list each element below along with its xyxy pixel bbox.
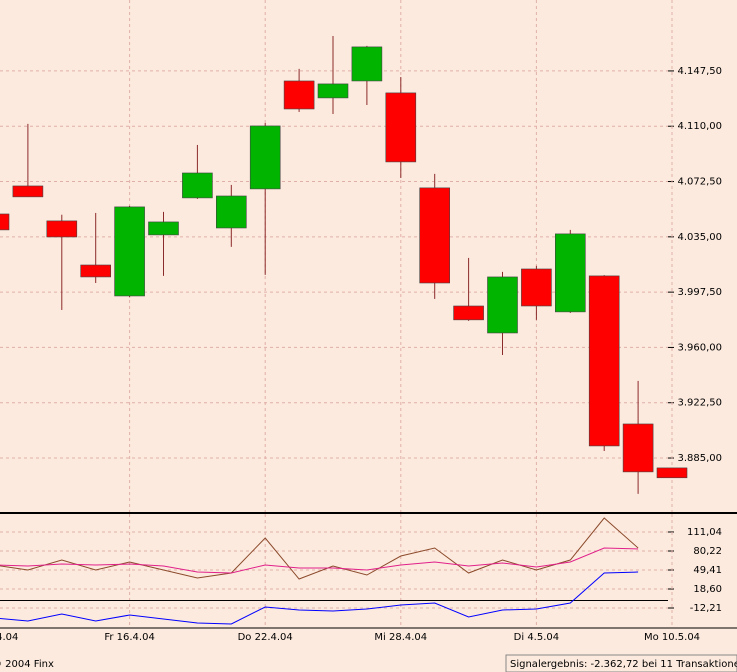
x-tick-label: Do 8.4.04 <box>0 632 18 643</box>
candle-body <box>80 264 111 278</box>
y-tick-label: 4.072,50 <box>677 177 722 188</box>
candle-body <box>0 213 10 231</box>
y-tick-label: 4.035,00 <box>677 232 722 243</box>
candle-body <box>487 276 518 334</box>
candle-body <box>656 467 688 479</box>
y-tick-label: 3.997,50 <box>677 287 722 298</box>
candle-body <box>114 206 145 297</box>
result-box <box>505 654 737 672</box>
candle-body <box>588 275 620 447</box>
x-tick-label: Fr 16.4.04 <box>104 632 154 643</box>
candle-body <box>453 305 484 321</box>
candle-body <box>283 80 315 110</box>
candle-body <box>148 221 179 236</box>
y-tick-label: 4.110,00 <box>677 121 722 132</box>
y-tick-label: 111,04 <box>687 527 722 538</box>
candle-body <box>554 233 586 313</box>
candle-body <box>317 83 349 99</box>
y-tick-label: 4.147,50 <box>677 66 722 77</box>
x-tick-label: Di 4.5.04 <box>514 632 559 643</box>
candle-body <box>216 195 247 229</box>
candle-body <box>385 92 417 163</box>
x-tick-label: Do 22.4.04 <box>238 632 293 643</box>
indicator-line <box>0 547 639 574</box>
y-tick-label: 49,41 <box>693 565 722 576</box>
candle-body <box>521 268 552 307</box>
signal-result: Signalergebnis: -2.362,72 bei 11 Transak… <box>510 659 737 670</box>
candle-body <box>249 125 281 190</box>
indicator-line <box>0 517 639 580</box>
candle-body <box>419 187 451 284</box>
candle-body <box>46 220 78 238</box>
copyright: © 2004 Finx <box>0 659 54 670</box>
candle-body <box>12 185 44 198</box>
y-tick-label: 3.922,50 <box>677 398 722 409</box>
y-tick-label: 3.885,00 <box>677 453 722 464</box>
y-tick-label: 80,22 <box>693 546 722 557</box>
y-tick-label: -12,21 <box>690 603 722 614</box>
indicator-line <box>0 571 639 625</box>
y-tick-label: 18,60 <box>693 584 722 595</box>
candle-body <box>622 423 654 473</box>
x-tick-label: Mo 10.5.04 <box>644 632 700 643</box>
candle-body <box>351 46 383 82</box>
candle-body <box>182 172 213 199</box>
y-tick-label: 3.960,00 <box>677 342 722 353</box>
x-tick-label: Mi 28.4.04 <box>374 632 427 643</box>
